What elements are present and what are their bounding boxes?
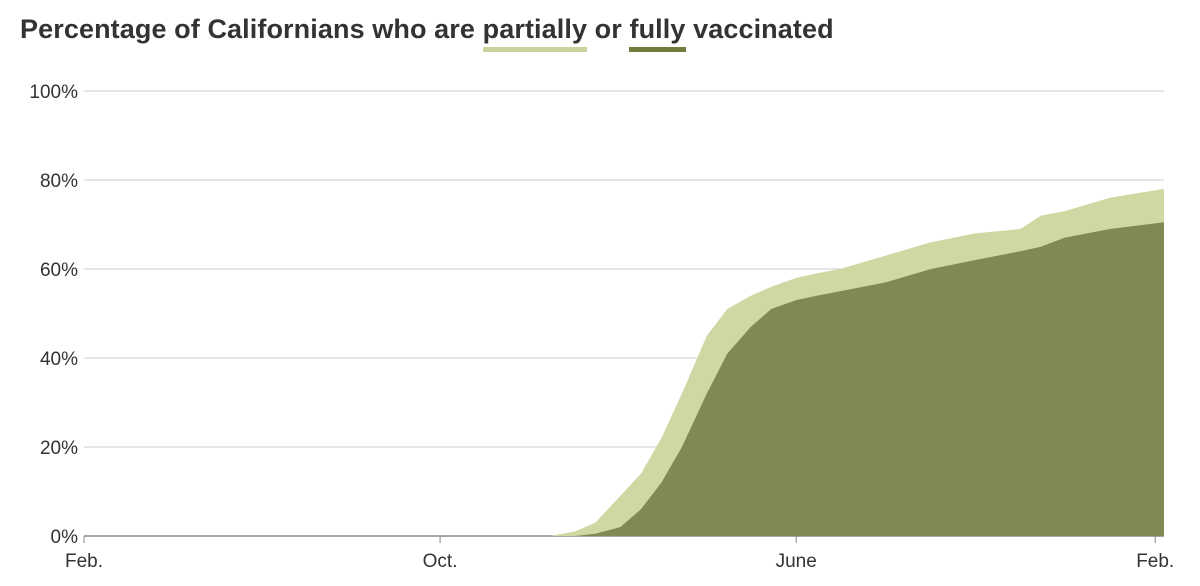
- title-full-word: fully: [629, 14, 686, 44]
- x-axis-ticks: Feb. Oct. June Feb.: [65, 536, 1174, 572]
- y-tick-label: 20%: [40, 438, 78, 459]
- y-tick-label: 100%: [29, 82, 78, 103]
- title-middle: or: [587, 14, 630, 44]
- x-tick-label: Feb.: [65, 551, 103, 572]
- y-axis-ticks: 0% 20% 40% 60% 80% 100%: [29, 82, 78, 548]
- title-prefix: Percentage of Californians who are: [20, 14, 483, 44]
- x-tick-label: Feb.: [1136, 551, 1174, 572]
- y-tick-label: 80%: [40, 171, 78, 192]
- title-suffix: vaccinated: [685, 14, 834, 44]
- chart-title: Percentage of Californians who are parti…: [20, 14, 834, 52]
- title-full-highlight: fully: [629, 14, 686, 52]
- area-fully: [84, 222, 1164, 537]
- y-tick-label: 60%: [40, 260, 78, 281]
- title-partial-word: partially: [482, 14, 588, 44]
- partial-legend-swatch: [482, 47, 588, 52]
- y-tick-label: 0%: [51, 527, 79, 548]
- area-series: [84, 188, 1164, 537]
- x-tick-label: Oct.: [423, 551, 458, 572]
- x-tick-label: June: [776, 551, 817, 572]
- y-tick-label: 40%: [40, 349, 78, 370]
- title-partial-highlight: partially: [482, 14, 588, 52]
- full-legend-swatch: [629, 47, 686, 52]
